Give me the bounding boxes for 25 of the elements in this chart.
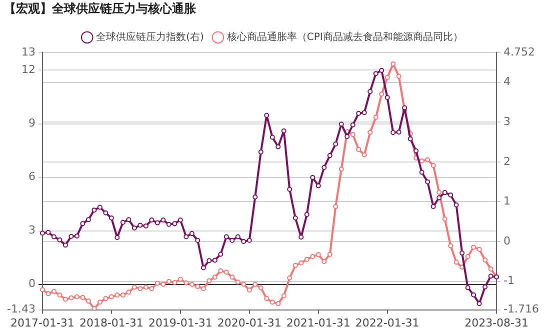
y-tick-label: 12 [21,63,36,76]
x-tick-label: 2022-01-31 [355,316,420,330]
x-tick-label: 2020-01-31 [217,316,282,330]
x-tick-label: 2019-01-31 [148,316,212,330]
y-tick-label: 13 [21,45,36,58]
y2-tick-label: -1 [504,274,515,288]
y-tick-label: 9 [28,116,36,130]
y2-tick-label: 4.752 [504,45,536,58]
x-tick-label: 2018-01-31 [79,316,144,330]
y2-tick-label: 1 [504,194,511,208]
y2-tick-label: -1.716 [504,302,540,316]
x-tick-label: 2021-01-31 [286,316,350,330]
y-tick-label: 6 [28,170,36,184]
y2-tick-label: 2 [504,154,511,168]
chart-title: 【宏观】全球供应链压力与核心通胀 [4,1,197,16]
y-tick-label: 0 [28,277,36,290]
x-tick-label: 2017-01-31 [10,316,74,330]
y2-tick-label: 4 [504,75,511,88]
y2-tick-label: 3 [504,114,511,128]
x-tick-label: 2023-08-31 [464,316,529,330]
legend-label: 核心商品通胀率（CPI商品减去食品和能源商品同比） [226,30,463,43]
y-tick-label: 3 [28,224,36,237]
legend-label: 全球供应链压力指数(右) [96,30,204,43]
y2-tick-label: 0 [504,234,511,248]
y-tick-label: -1.43 [6,302,36,316]
